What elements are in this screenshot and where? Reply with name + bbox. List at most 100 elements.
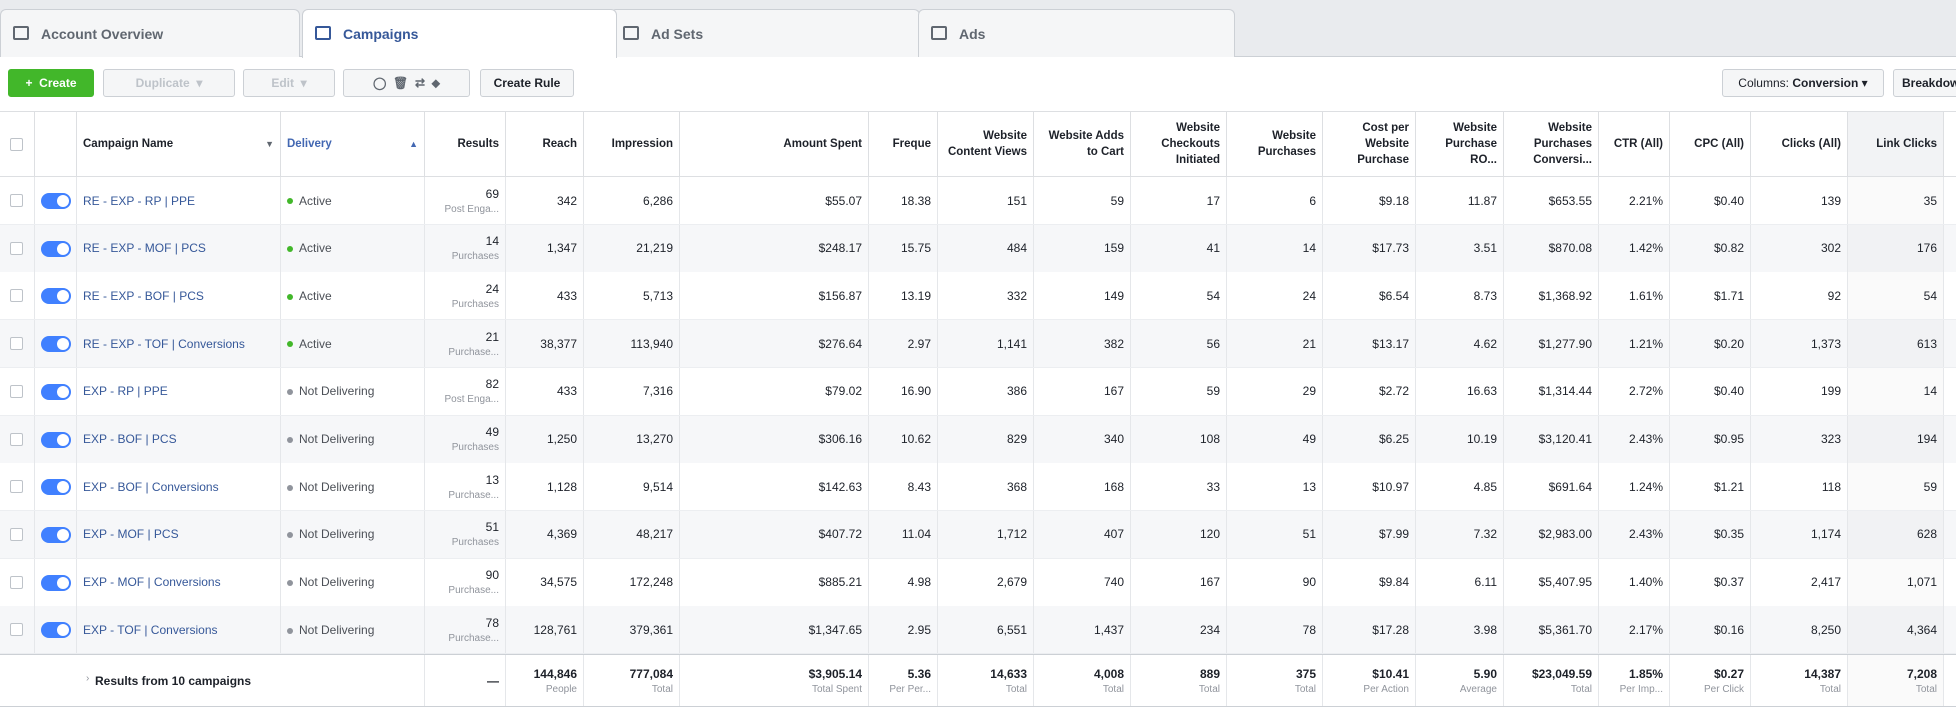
column-header[interactable]: Campaign Name ▼	[77, 112, 281, 176]
metric-cell: $0.16	[1670, 606, 1751, 654]
column-header-label: Delivery	[287, 138, 332, 150]
metric-sub: Total Spent	[811, 683, 862, 695]
metric-cell: 92	[1751, 272, 1848, 320]
metric-sub: Per Imp...	[1619, 683, 1663, 695]
column-header[interactable]: Delivery ▲	[281, 112, 425, 176]
campaign-name[interactable]: RE - EXP - TOF | Conversions	[83, 336, 245, 351]
results-cell: 21 Purchase...	[425, 320, 506, 368]
metric-cell: 8.43	[869, 463, 938, 511]
create-rule-button[interactable]: Create Rule	[480, 69, 574, 97]
status-toggle[interactable]	[41, 431, 71, 448]
results-label: Purchase...	[448, 632, 499, 644]
status-toggle[interactable]	[41, 336, 71, 353]
metric-cell: 18.38	[869, 177, 938, 224]
row-checkbox[interactable]	[10, 384, 23, 398]
results-label: Post Enga...	[444, 203, 499, 215]
column-header[interactable]: Website Purchase RO...	[1416, 112, 1504, 176]
column-header[interactable]: Results	[425, 112, 506, 176]
status-toggle[interactable]	[41, 383, 71, 400]
metric-value: 6	[1309, 193, 1316, 208]
row-checkbox[interactable]	[10, 432, 23, 446]
metric-cell: $0.20	[1670, 320, 1751, 368]
campaign-name[interactable]: EXP - BOF | Conversions	[83, 479, 219, 494]
metric-cell: 16.63	[1416, 367, 1504, 415]
metric-cell: $23,049.59 Total	[1504, 655, 1599, 706]
row-checkbox[interactable]	[10, 194, 23, 207]
tab[interactable]: Ads	[918, 9, 1235, 57]
metric-cell: 128,761	[506, 606, 584, 654]
row-checkbox[interactable]	[10, 241, 23, 255]
column-header[interactable]: CTR (All)	[1599, 112, 1670, 176]
metric-value: $9.18	[1378, 193, 1409, 208]
tab-icon	[315, 26, 331, 40]
column-header[interactable]: Website Checkouts Initiated	[1131, 112, 1227, 176]
column-header[interactable]: Reach	[506, 112, 584, 176]
campaign-name[interactable]: EXP - TOF | Conversions	[83, 622, 218, 637]
campaign-name[interactable]: EXP - BOF | PCS	[83, 432, 177, 446]
row-checkbox[interactable]	[10, 337, 23, 351]
delivery-text: Not Delivering	[299, 479, 375, 494]
column-header[interactable]: Website Purchases Conversi...	[1504, 112, 1599, 176]
row-checkbox[interactable]	[10, 527, 23, 541]
campaign-row: RE - EXP - RP | PPE Active 69 Post Enga... 3…	[0, 177, 1956, 225]
campaign-name[interactable]: EXP - RP | PPE	[83, 384, 168, 399]
row-checkbox[interactable]	[10, 480, 23, 494]
column-header-label: CTR (All)	[1613, 138, 1663, 150]
tab[interactable]: Campaigns	[302, 9, 617, 58]
column-header[interactable]: Cost per Website Purchase	[1323, 112, 1416, 176]
metric-value: 6,551	[996, 622, 1027, 637]
column-header[interactable]: Amount Spent	[680, 112, 869, 176]
campaign-name[interactable]: RE - EXP - RP | PPE	[83, 193, 196, 208]
edit-button[interactable]: Edit ▾	[243, 69, 335, 97]
results-value: 51	[485, 520, 499, 535]
campaign-name[interactable]: RE - EXP - MOF | PCS	[83, 241, 206, 256]
breakdown-button[interactable]: Breakdown	[1893, 69, 1956, 97]
icon-buttons[interactable]: ◯ 🗑 ⇄ ⬥	[343, 69, 470, 97]
metric-value: $3,120.41	[1538, 432, 1592, 446]
metric-cell: $1.21	[1670, 463, 1751, 511]
delivery-status: Not Delivering	[287, 384, 418, 398]
metric-value: 1,141	[996, 336, 1027, 351]
metric-value: $0.37	[1713, 575, 1744, 590]
status-toggle[interactable]	[41, 622, 71, 639]
campaign-name[interactable]: RE - EXP - BOF | PCS	[83, 288, 204, 303]
columns-button[interactable]: Columns: Conversion ▾	[1722, 69, 1884, 97]
column-header[interactable]: Website Purchases	[1227, 112, 1323, 176]
metric-value: $23,049.59	[1531, 666, 1592, 681]
status-toggle[interactable]	[41, 479, 71, 496]
metric-value: 6,286	[642, 193, 673, 208]
campaign-name[interactable]: EXP - MOF | PCS	[83, 527, 179, 542]
metric-cell: 16.90	[869, 367, 938, 415]
row-checkbox[interactable]	[10, 289, 23, 303]
tab-label: Ad Sets	[651, 26, 704, 42]
metric-value: 172,248	[629, 575, 673, 590]
status-toggle[interactable]	[41, 240, 71, 257]
column-header[interactable]: Freque	[869, 112, 938, 176]
metric-value: 21,219	[636, 241, 673, 256]
tab[interactable]: Account Overview	[0, 9, 300, 57]
campaign-name-cell: RE - EXP - TOF | Conversions	[77, 320, 281, 368]
row-checkbox[interactable]	[10, 575, 23, 589]
column-header[interactable]: Website Content Views	[938, 112, 1034, 176]
status-toggle[interactable]	[41, 574, 71, 591]
column-header[interactable]: Impression	[584, 112, 680, 176]
row-checkbox[interactable]	[10, 623, 23, 637]
column-header[interactable]: CPC (All)	[1670, 112, 1751, 176]
status-toggle[interactable]	[41, 193, 71, 209]
metric-value: 386	[1006, 384, 1027, 399]
metric-cell: 56	[1131, 320, 1227, 368]
status-toggle[interactable]	[41, 526, 71, 543]
metric-value: 2.97	[907, 336, 931, 351]
duplicate-button[interactable]: Duplicate ▾	[103, 69, 235, 97]
header-checkbox[interactable]	[10, 138, 23, 151]
tab[interactable]: Ad Sets	[610, 9, 920, 57]
campaign-name[interactable]: EXP - MOF | Conversions	[83, 575, 221, 590]
metric-value: 144,846	[533, 666, 577, 681]
column-header[interactable]: Website Adds to Cart	[1034, 112, 1131, 176]
create-button[interactable]: + Create	[8, 69, 94, 97]
status-toggle[interactable]	[41, 288, 71, 305]
metric-value: $13.17	[1372, 336, 1409, 351]
column-header[interactable]: Clicks (All)	[1751, 112, 1848, 176]
column-header[interactable]: Link Clicks	[1848, 112, 1944, 176]
metric-cell: 11.87	[1416, 177, 1504, 224]
